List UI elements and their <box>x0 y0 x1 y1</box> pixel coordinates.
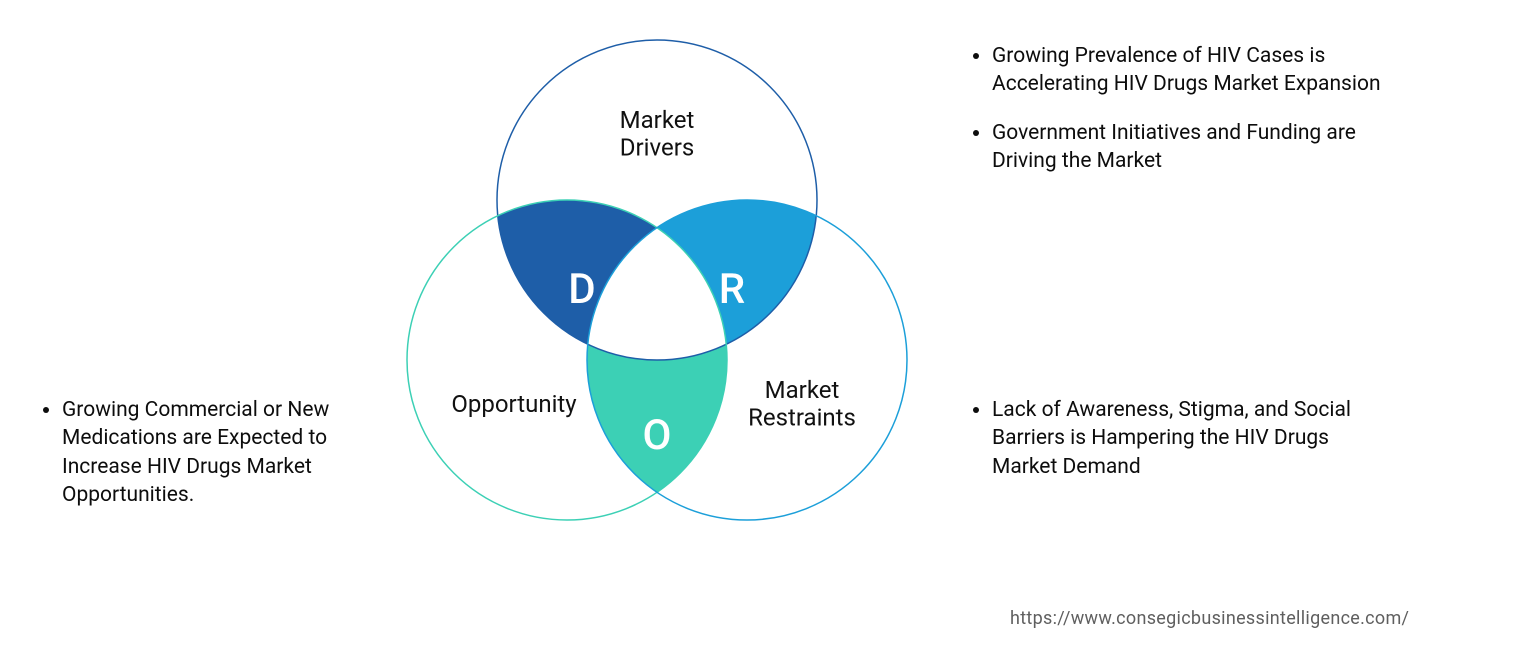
opportunity-list: Growing Commercial or New Medications ar… <box>40 396 380 509</box>
market-drivers-text: Growing Prevalence of HIV Cases is Accel… <box>970 42 1390 195</box>
canvas: D R O MarketDrivers Opportunity MarketRestrai… <box>0 0 1515 660</box>
svg-text:O: O <box>643 411 672 460</box>
venn-diagram: D R O MarketDrivers Opportunity MarketRestrai… <box>372 20 942 590</box>
opportunity-bullet: Growing Commercial or New Medications ar… <box>62 396 380 509</box>
drivers-list: Growing Prevalence of HIV Cases is Accel… <box>970 42 1390 175</box>
driver-bullet: Growing Prevalence of HIV Cases is Accel… <box>992 42 1390 99</box>
opportunity-text: Growing Commercial or New Medications ar… <box>40 396 380 529</box>
restraint-bullet: Lack of Awareness, Stigma, and Social Ba… <box>992 396 1390 481</box>
source-url: https://www.consegicbusinessintelligence… <box>1010 608 1409 629</box>
svg-text:R: R <box>719 265 745 314</box>
restraints-list: Lack of Awareness, Stigma, and Social Ba… <box>970 396 1390 481</box>
svg-text:MarketDrivers: MarketDrivers <box>620 106 695 162</box>
market-restraints-text: Lack of Awareness, Stigma, and Social Ba… <box>970 396 1390 501</box>
source-url-text: https://www.consegicbusinessintelligence… <box>1010 608 1409 629</box>
svg-text:MarketRestraints: MarketRestraints <box>748 376 856 432</box>
svg-text:Opportunity: Opportunity <box>451 390 577 418</box>
driver-bullet: Government Initiatives and Funding are D… <box>992 119 1390 176</box>
svg-text:D: D <box>568 265 595 314</box>
